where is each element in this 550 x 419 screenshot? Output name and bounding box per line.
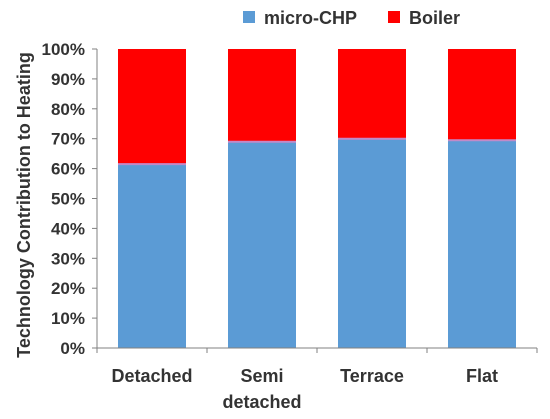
bar-micro-chp-3 (448, 140, 516, 348)
bar-micro-chp-0 (118, 164, 186, 348)
y-tick-label-2: 20% (51, 279, 85, 298)
y-tick-label-3: 30% (51, 249, 85, 268)
bar-boiler-1 (228, 49, 296, 142)
bar-boiler-0 (118, 49, 186, 165)
legend-swatch-1 (388, 11, 400, 23)
bar-micro-chp-1 (228, 141, 296, 348)
legend-label-1: Boiler (409, 8, 460, 28)
y-axis-ticks: 0% 10% 20% 30% 40% 50% 60% 70% 80% 90% 100% (42, 40, 97, 358)
axes (96, 49, 538, 353)
y-tick-label-5: 50% (51, 190, 85, 209)
legend-label-0: micro-CHP (264, 8, 357, 28)
y-axis-label: Technology Contribution to Heating (14, 52, 34, 358)
y-tick-label-6: 60% (51, 160, 85, 179)
bar-boiler-3 (448, 49, 516, 141)
x-category-label-1: Semi (240, 366, 283, 386)
x-category-label-3: Flat (466, 366, 498, 386)
legend-swatch-0 (243, 11, 255, 23)
y-tick-label-7: 70% (51, 130, 85, 149)
bar-boiler-2 (338, 49, 406, 139)
bars (118, 49, 516, 348)
y-tick-label-4: 40% (51, 219, 85, 238)
bar-micro-chp-2 (338, 138, 406, 348)
x-category-label-0: Detached (111, 366, 192, 386)
y-tick-label-8: 80% (51, 100, 85, 119)
y-tick-label-9: 90% (51, 70, 85, 89)
x-category-label-1-line-1: detached (222, 392, 301, 412)
y-tick-label-1: 10% (51, 309, 85, 328)
legend: micro-CHP Boiler (243, 8, 460, 28)
y-tick-label-10: 100% (42, 40, 85, 59)
x-category-label-2: Terrace (340, 366, 404, 386)
y-tick-label-0: 0% (60, 339, 85, 358)
x-axis-categories: Detached Semi detached Terrace Flat (111, 366, 498, 412)
